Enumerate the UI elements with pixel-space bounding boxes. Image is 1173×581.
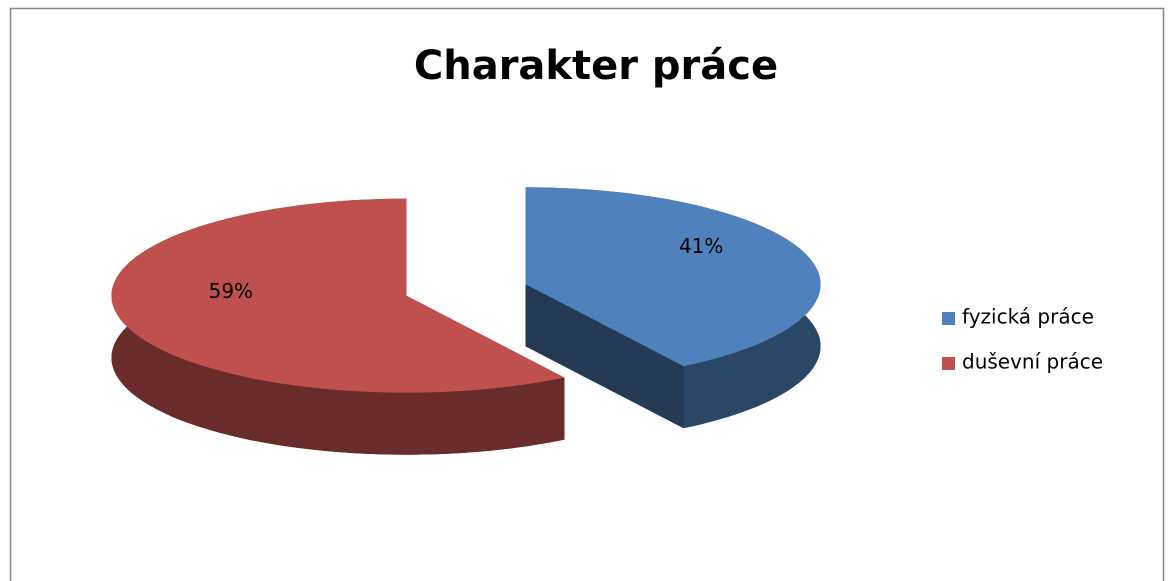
legend-label: fyzická práce <box>962 305 1094 329</box>
slice <box>525 187 821 367</box>
legend-label: duševní práce <box>962 350 1103 374</box>
slice-group <box>525 187 821 429</box>
chart-title: Charakter práce <box>414 43 778 89</box>
slice-radial-side <box>525 284 684 429</box>
data-label: 41% <box>679 234 723 258</box>
legend-swatch <box>942 357 955 370</box>
data-label: 59% <box>209 279 253 303</box>
slice-group <box>111 198 565 455</box>
slice <box>111 198 565 393</box>
legend-swatch <box>942 312 955 325</box>
